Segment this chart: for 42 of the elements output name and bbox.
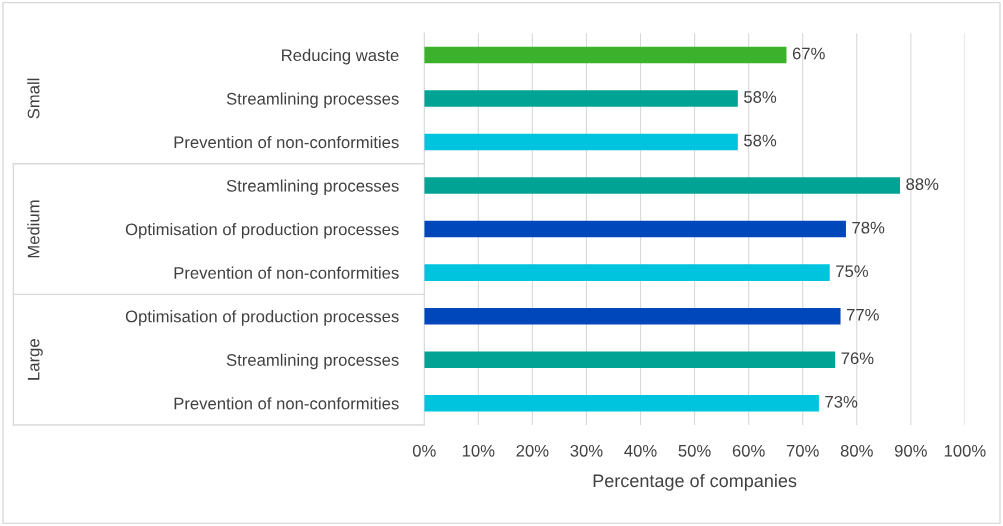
bar <box>424 264 830 281</box>
x-tick-label: 90% <box>894 444 927 457</box>
data-label: 88% <box>906 178 939 191</box>
text: Small <box>27 78 40 119</box>
bar <box>424 351 836 368</box>
x-tick-label: 30% <box>570 444 603 457</box>
data-label: 73% <box>825 395 858 408</box>
y-tick-label: Reducing waste <box>282 48 399 65</box>
x-tick-label: 10% <box>462 444 495 457</box>
x-axis-title: Percentage of companies <box>593 473 797 491</box>
bar <box>424 177 901 194</box>
x-tick-label: 40% <box>624 444 657 457</box>
y-tick-label: Streamlining processes <box>226 92 399 108</box>
data-label: 58% <box>744 91 777 103</box>
text: Medium <box>27 200 40 258</box>
bar <box>424 394 819 412</box>
y-tick-label: Prevention of non-conformities <box>174 397 399 410</box>
data-label: 76% <box>841 352 874 365</box>
bar <box>424 220 846 238</box>
bar <box>424 133 738 151</box>
data-label: 58% <box>744 134 777 147</box>
bar <box>424 90 738 107</box>
bar <box>424 46 787 64</box>
y-tick-label: Prevention of non-conformities <box>174 135 399 149</box>
bar <box>424 307 841 325</box>
y-tick-label: Optimisation of production processes <box>125 310 399 326</box>
x-tick-label: 80% <box>840 444 873 457</box>
y-tick-label: Prevention of non-conformities <box>174 266 399 279</box>
data-label: 77% <box>846 308 879 321</box>
y-tick-label: Optimisation of production processes <box>125 223 399 239</box>
x-tick-label: 100% <box>944 444 986 457</box>
data-label: 78% <box>852 221 885 234</box>
x-tick-label: 20% <box>516 444 549 457</box>
text: Large <box>27 339 43 380</box>
y-tick-label: Streamlining processes <box>226 353 399 370</box>
x-tick-label: 70% <box>786 444 819 457</box>
x-tick-label: 50% <box>678 444 711 457</box>
y-tick-label: Streamlining processes <box>226 179 399 196</box>
data-label: 67% <box>792 47 825 60</box>
x-tick-label: 0% <box>412 444 436 457</box>
x-tick-label: 60% <box>732 444 765 457</box>
data-label: 75% <box>836 265 869 278</box>
